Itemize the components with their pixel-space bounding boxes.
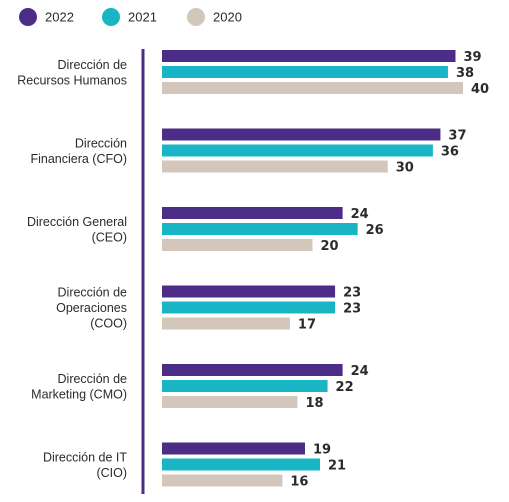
bar-2020: [162, 82, 463, 94]
legend-label-2022: 2022: [45, 10, 74, 25]
value-label-2021: 38: [456, 66, 474, 81]
category-label-line: Dirección General: [27, 215, 127, 229]
category-label: Dirección de Recursos Humanos: [17, 58, 127, 88]
category-label-line: Financiera (CFO): [30, 152, 127, 166]
value-label-2020: 16: [290, 475, 308, 490]
bar-2021: [162, 458, 321, 471]
value-label-2020: 17: [298, 318, 316, 333]
bar-2021: [162, 223, 358, 235]
value-label-2021: 36: [441, 145, 459, 160]
category-label-line: Dirección de: [58, 372, 128, 386]
bar-2022: [162, 207, 343, 219]
value-label-2022: 39: [463, 50, 481, 65]
bar-2021: [162, 66, 448, 78]
bar-2021: [162, 380, 328, 392]
legend-swatch-2022: [19, 8, 37, 26]
value-label-2022: 37: [448, 129, 466, 144]
category-label: Dirección General (CEO): [27, 215, 127, 245]
category-label-line: Marketing (CMO): [31, 387, 127, 401]
category-label: Dirección de Operaciones (COO): [56, 286, 127, 331]
category-label-line: Dirección de: [58, 286, 128, 300]
bar-2020: [162, 160, 388, 173]
category-label: Dirección Financiera (CFO): [30, 136, 127, 166]
bar-2020: [162, 474, 283, 487]
category-label-line: (CEO): [92, 230, 127, 244]
category-label: Dirección de Marketing (CMO): [31, 372, 127, 402]
bar-2022: [162, 442, 305, 455]
bar-2022: [162, 50, 456, 62]
value-label-2022: 24: [351, 207, 369, 222]
value-label-2021: 21: [328, 459, 346, 474]
bar-2020: [162, 396, 298, 408]
value-label-2021: 22: [336, 380, 354, 395]
value-label-2020: 20: [321, 239, 339, 254]
category-label-line: Dirección de IT: [43, 450, 127, 464]
bars: [162, 50, 463, 487]
value-label-2022: 23: [343, 286, 361, 301]
category-label-line: (COO): [90, 317, 127, 331]
value-label-2021: 26: [366, 223, 384, 238]
category-label-line: Recursos Humanos: [17, 73, 127, 87]
category-label-line: Dirección de: [58, 58, 128, 72]
legend-swatch-2020: [187, 8, 205, 26]
legend-label-2021: 2021: [128, 10, 157, 25]
bar-2022: [162, 128, 441, 141]
value-label-2022: 19: [313, 443, 331, 458]
bar-2020: [162, 317, 290, 330]
legend-swatch-2021: [102, 8, 120, 26]
value-label-2020: 30: [396, 161, 414, 176]
category-label-line: (CIO): [96, 466, 127, 480]
bar-2021: [162, 301, 336, 314]
bar-2020: [162, 239, 313, 251]
bar-2022: [162, 364, 343, 376]
value-label-2022: 24: [351, 364, 369, 379]
value-label-2020: 18: [305, 396, 323, 411]
category-label-line: Dirección: [75, 136, 127, 150]
category-label-line: Operaciones: [56, 301, 127, 315]
category-label: Dirección de IT (CIO): [43, 450, 127, 480]
value-label-2021: 23: [343, 302, 361, 317]
legend-label-2020: 2020: [213, 10, 242, 25]
value-label-2020: 40: [471, 82, 489, 97]
bar-2021: [162, 144, 433, 157]
legend: 2022 2021 2020: [19, 8, 242, 26]
bar-2022: [162, 285, 336, 298]
